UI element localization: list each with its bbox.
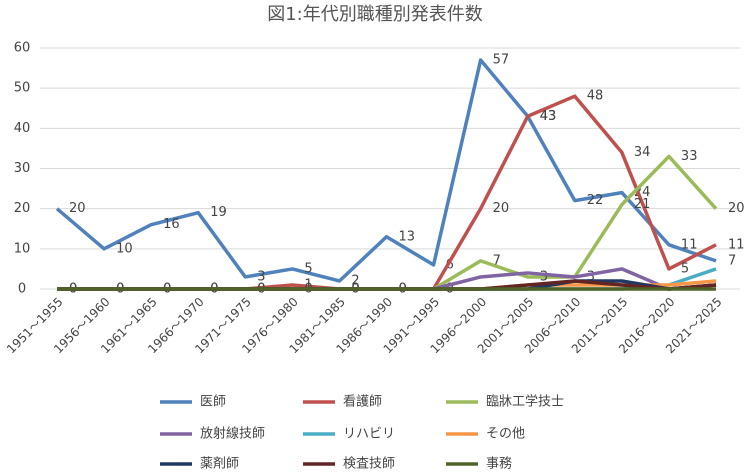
data-label: 2 xyxy=(351,273,359,288)
y-tick-label: 20 xyxy=(14,201,31,216)
data-label: 34 xyxy=(634,145,651,160)
data-label: 5 xyxy=(681,261,689,276)
data-label: 11 xyxy=(728,237,745,252)
data-label: 19 xyxy=(210,205,227,220)
data-label: 33 xyxy=(681,149,698,164)
data-label: 20 xyxy=(728,201,745,216)
y-tick-label: 50 xyxy=(14,81,31,96)
data-label: 57 xyxy=(493,53,510,68)
data-label: 48 xyxy=(587,89,604,104)
data-label: 13 xyxy=(399,229,416,244)
data-label: 3 xyxy=(257,269,265,284)
legend-label: 放射線技師 xyxy=(200,426,265,442)
data-label: 1 xyxy=(304,277,312,292)
series-line xyxy=(55,58,717,283)
data-label: 10 xyxy=(116,241,133,256)
legend-label: リハビリ xyxy=(343,427,395,442)
data-label: 5 xyxy=(304,261,312,276)
legend-label: 薬剤師 xyxy=(200,456,239,472)
legend-label: 医師 xyxy=(200,395,226,410)
legend-label: 検査技師 xyxy=(343,457,395,472)
y-tick-label: 30 xyxy=(14,161,31,176)
y-tick-label: 40 xyxy=(14,121,31,136)
data-label: 43 xyxy=(540,109,557,124)
y-tick-label: 60 xyxy=(14,41,31,56)
data-label: 20 xyxy=(493,201,510,216)
data-label: 22 xyxy=(587,193,604,208)
data-label: 7 xyxy=(728,253,736,268)
data-label: 11 xyxy=(681,237,698,252)
chart-title: 図1:年代別職種別発表件数 xyxy=(267,4,483,25)
legend-label: 事務 xyxy=(486,457,512,472)
legend-label: 看護師 xyxy=(343,394,382,410)
y-tick-label: 0 xyxy=(18,282,26,297)
data-label: 3 xyxy=(587,269,595,284)
data-label: 7 xyxy=(493,253,501,268)
data-label: 21 xyxy=(634,197,651,212)
data-label: 16 xyxy=(163,217,180,232)
data-label: 20 xyxy=(69,201,86,216)
legend-label: その他 xyxy=(486,427,525,442)
legend-label: 臨牀工学技士 xyxy=(486,394,564,410)
data-label: 3 xyxy=(540,269,548,284)
y-tick-label: 10 xyxy=(14,241,31,256)
data-label: 43 xyxy=(540,109,557,124)
